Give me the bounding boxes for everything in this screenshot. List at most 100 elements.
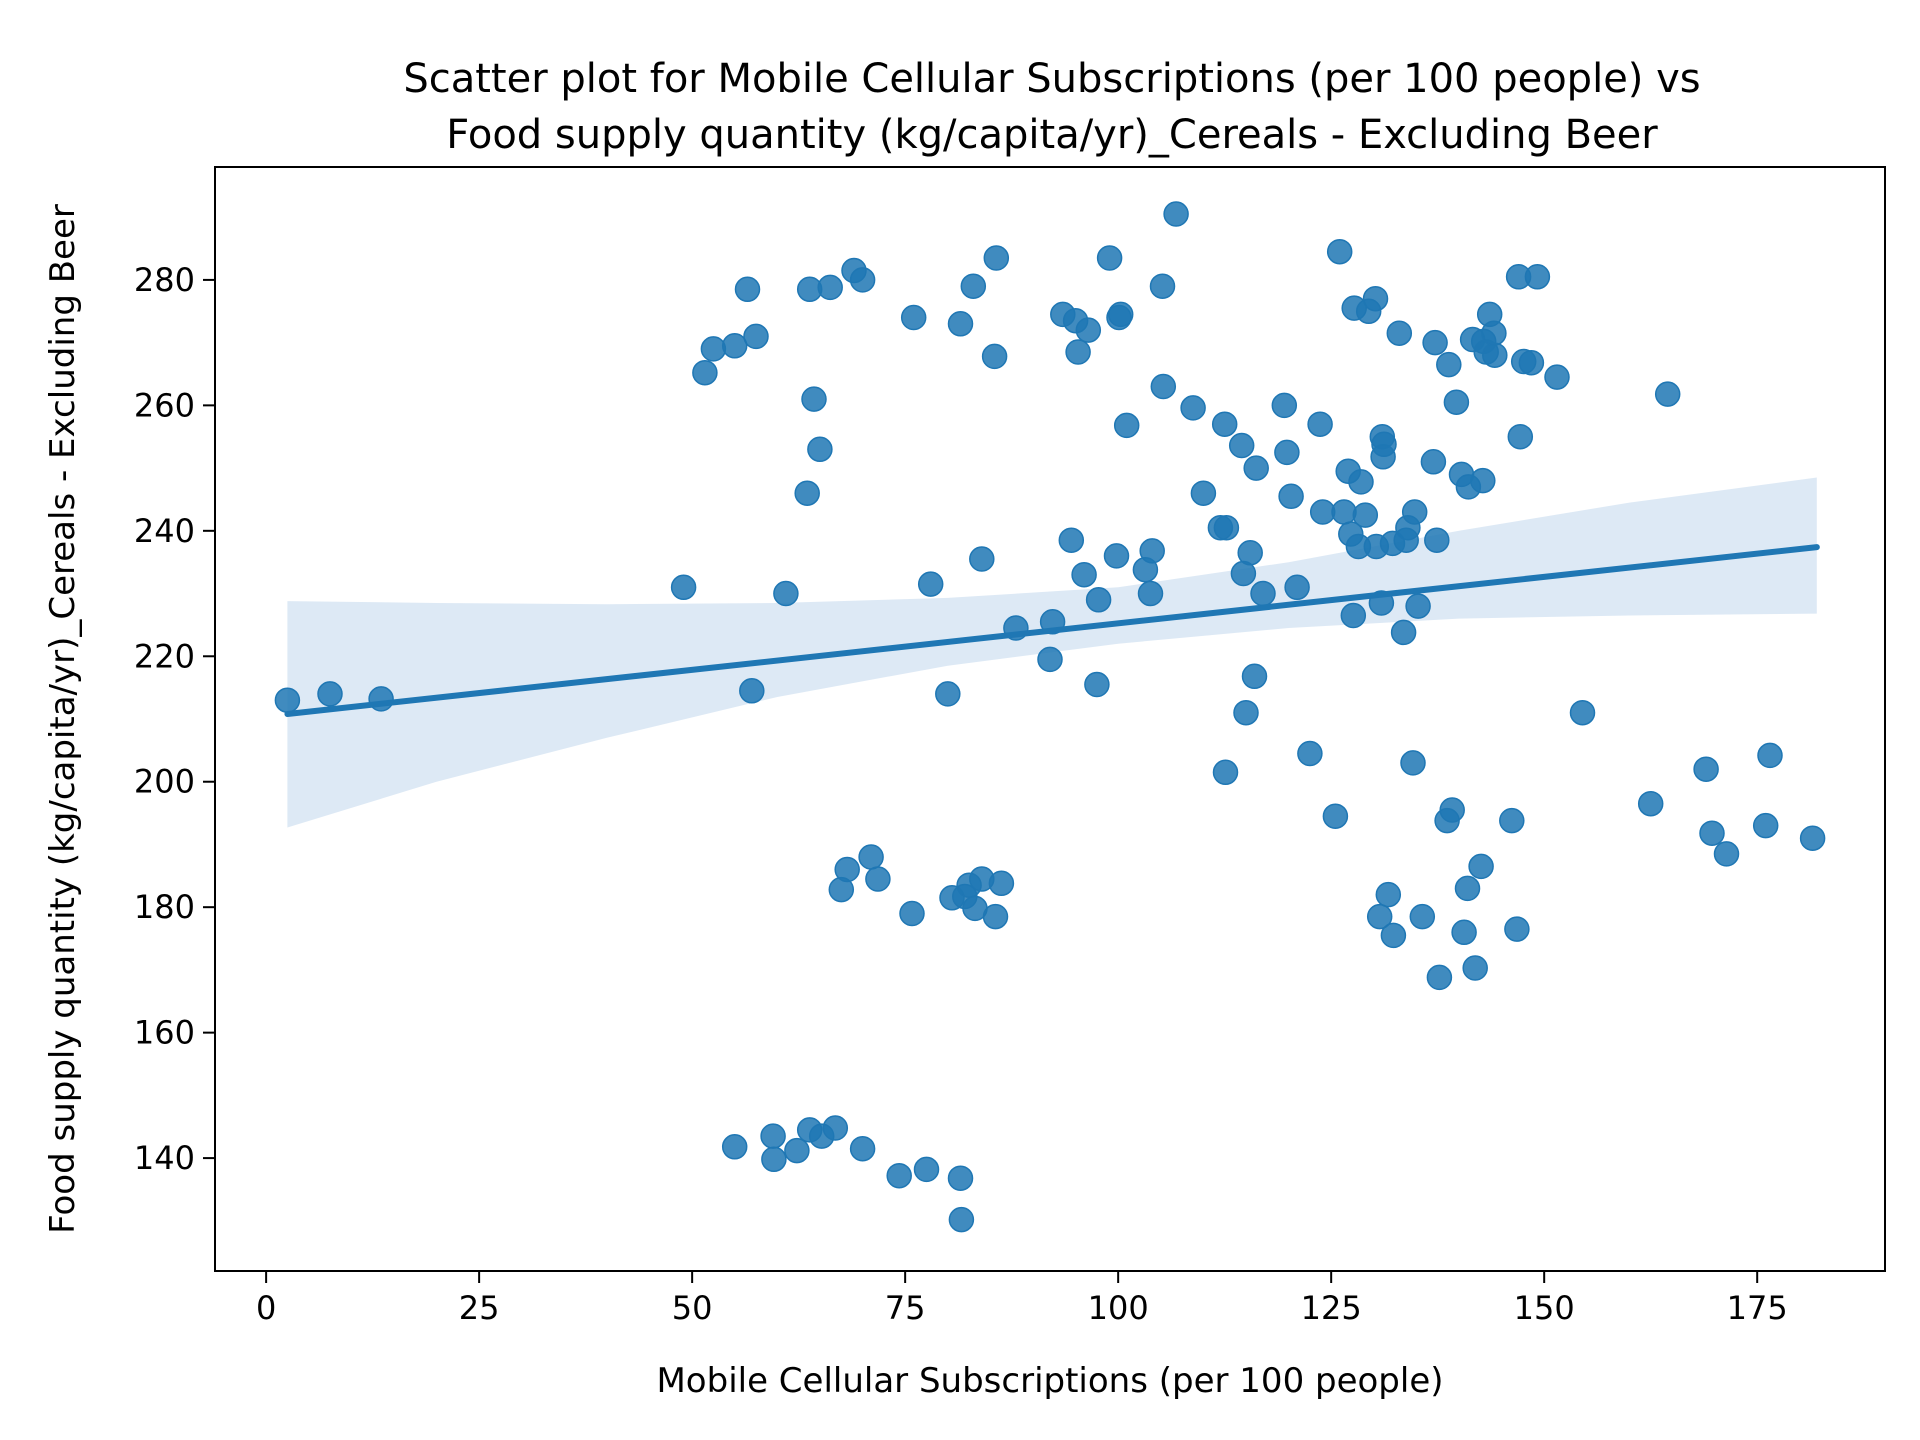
scatter-point [1405,593,1431,619]
y-tick-label: 220 [134,637,195,675]
scatter-point [1274,439,1300,466]
scatter-point [1401,499,1428,525]
scatter-point [1699,820,1725,846]
scatter-point [1352,502,1379,528]
scatter-point [1297,740,1323,767]
x-tick-label: 125 [1301,1289,1362,1327]
scatter-point [1569,699,1596,726]
y-tick-label: 160 [134,1014,195,1052]
chart-title-line-2: Food supply quantity (kg/capita/yr)_Cere… [446,112,1658,158]
scatter-point [1371,431,1397,458]
scatter-point [849,1135,876,1162]
x-tick-label: 100 [1088,1289,1149,1327]
y-axis-label: Food supply quantity (kg/capita/yr)_Cere… [43,204,83,1234]
scatter-point [1654,381,1681,407]
scatter-point [1422,329,1448,356]
scatter-point [981,343,1008,370]
scatter-point [1386,320,1413,346]
scatter-point [935,681,961,707]
scatter-point [865,866,891,892]
scatter-point [1499,807,1525,834]
scatter-point [1037,646,1063,673]
scatter-point [1454,875,1481,902]
scatter-point [1228,432,1255,459]
scatter-point [1380,922,1407,949]
scatter-point [1075,317,1102,343]
scatter-point [1481,320,1507,346]
scatter-point [849,267,876,293]
scatter-point [969,546,995,572]
x-tick-label: 0 [256,1289,276,1327]
scatter-point [1212,759,1239,786]
scatter-point [1284,574,1310,601]
scatter-point [1180,395,1206,421]
scatter-point [1757,742,1783,769]
scatter-point [721,1134,748,1160]
scatter-point [947,1165,974,1191]
scatter-point [1107,301,1134,328]
scatter-point [743,323,769,350]
scatter-point [1362,285,1389,312]
scatter-point [913,1156,940,1183]
scatter-point [801,386,827,412]
scatter-point [1482,342,1508,368]
scatter-point [947,311,974,337]
scatter-point [274,687,301,713]
scatter-point [1307,411,1333,437]
y-tick-label: 280 [134,261,195,299]
scatter-point [988,870,1015,897]
scatter-point [1544,364,1570,390]
x-tick-label: 175 [1727,1289,1788,1327]
regression-line-layer [284,544,1820,717]
scatter-point [1451,919,1477,946]
y-tick-label: 260 [134,386,195,424]
scatter-point [1190,480,1217,506]
scatter-point [784,1137,810,1164]
scatter-point [1420,449,1447,475]
scatter-point [960,273,987,299]
scatter-point [886,1162,912,1189]
scatter-point [1250,580,1276,607]
scatter-point [1278,483,1304,510]
scatter-point [1507,423,1534,450]
scatter-point [1637,790,1664,817]
scatter-point [1163,201,1189,227]
scatter-point [1524,264,1551,290]
scatter-point [1084,671,1110,698]
scatter-point [1462,955,1488,981]
scatter-point [1113,412,1140,439]
x-axis-label: Mobile Cellular Subscriptions (per 100 p… [656,1361,1443,1401]
scatter-point [1426,964,1453,991]
regression-line [284,544,1820,717]
scatter-point [1375,881,1402,908]
confidence-band-layer [287,477,1817,828]
scatter-point [900,304,927,331]
scatter-point [1409,903,1436,930]
scatter-point [983,245,1010,271]
scatter-point [1468,853,1494,880]
scatter-point [700,336,727,362]
scatter-point [858,844,884,870]
scatter-point [670,574,697,601]
scatter-point [1150,373,1177,400]
x-tick-label: 25 [459,1289,500,1327]
scatter-point [1752,812,1779,839]
points-layer [274,201,1826,1233]
scatter-point [1518,349,1545,376]
scatter-point [1103,543,1130,569]
scatter-point [1096,245,1123,271]
scatter-point [1366,903,1393,930]
y-tick-label: 180 [134,888,195,926]
scatter-point [317,681,343,707]
scatter-point [1058,527,1085,553]
scatter-point [1470,467,1496,494]
scatter-point [834,856,860,883]
scatter-point [1065,339,1091,365]
scatter-point [1243,455,1269,481]
scatter-point [1799,825,1826,851]
scatter-point [917,571,944,597]
scatter-point [1390,619,1417,646]
scatter-point [807,436,833,463]
scatter-point [1071,561,1097,588]
